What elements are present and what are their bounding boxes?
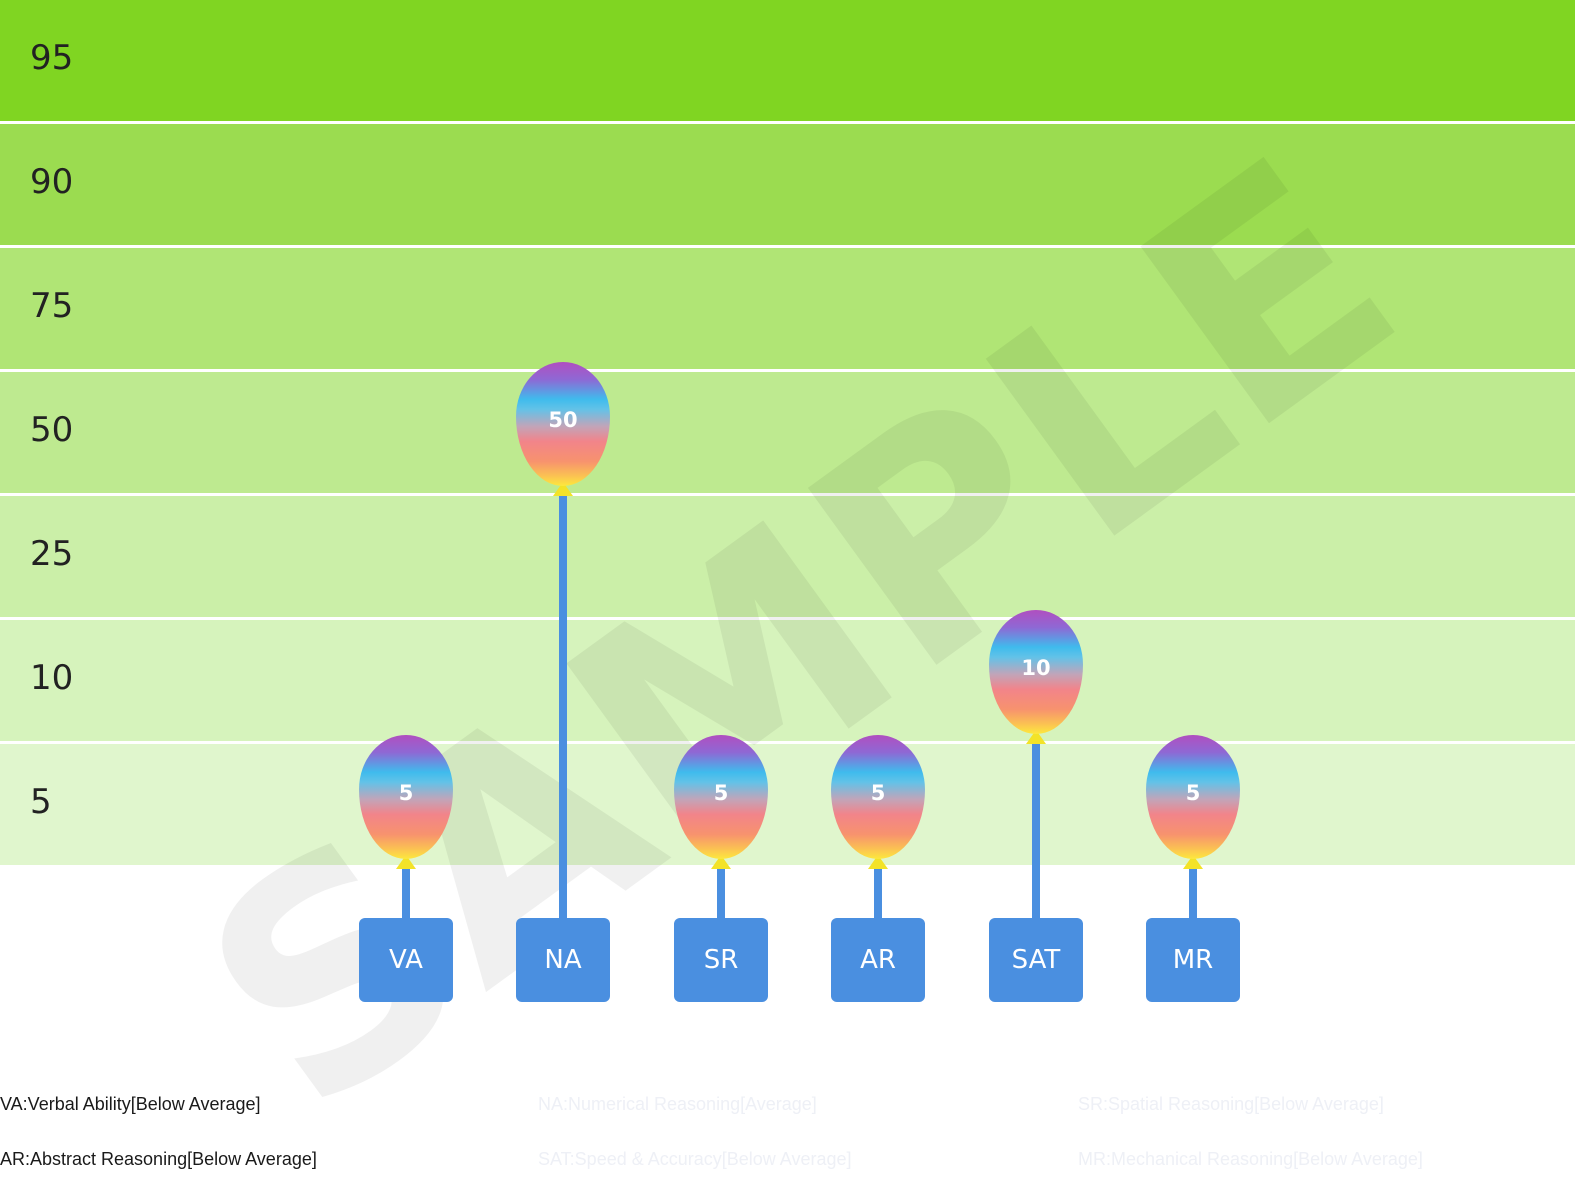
balloon-value: 50 (548, 408, 578, 432)
category-tag: SAT (989, 918, 1083, 1002)
legend-item: VA:Verbal Ability[Below Average] (0, 1094, 261, 1114)
balloon (831, 735, 925, 859)
category-tag: VA (359, 918, 453, 1002)
band-label: 95 (30, 38, 74, 78)
band-label: 5 (30, 782, 52, 822)
band-label: 75 (30, 286, 74, 326)
balloon-value: 5 (398, 781, 414, 805)
balloon (674, 735, 768, 859)
legend-item: AR:Abstract Reasoning[Below Average] (0, 1149, 317, 1169)
balloon-string (874, 867, 882, 918)
balloon (359, 735, 453, 859)
legend-item: NA:Numerical Reasoning[Average] (538, 1094, 817, 1114)
legend-item: MR:Mechanical Reasoning[Below Average] (1078, 1149, 1423, 1169)
band-label: 25 (30, 534, 74, 574)
balloon (989, 610, 1083, 734)
category-tag: MR (1146, 918, 1240, 1002)
balloon (516, 362, 610, 486)
balloon (1146, 735, 1240, 859)
band-10: 10 (0, 620, 1575, 741)
category-tag: AR (831, 918, 925, 1002)
band-25: 25 (0, 496, 1575, 617)
balloon-item-sat: 10 SAT (989, 0, 1083, 1010)
band-label: 90 (30, 162, 74, 202)
category-tag: SR (674, 918, 768, 1002)
balloon-item-va: 5 VA (359, 0, 453, 1010)
balloon-value: 5 (870, 781, 886, 805)
balloon-string (1032, 742, 1040, 918)
category-tag: NA (516, 918, 610, 1002)
balloon-string (1189, 867, 1197, 918)
band-90: 90 (0, 124, 1575, 245)
balloon-string (402, 867, 410, 918)
legend-item: SAT:Speed & Accuracy[Below Average] (538, 1149, 852, 1169)
band-label: 10 (30, 658, 74, 698)
band-label: 50 (30, 410, 74, 450)
balloon-item-sr: 5 SR (674, 0, 768, 1010)
band-95: 95 (0, 0, 1575, 121)
balloon-value: 10 (1021, 656, 1051, 680)
balloon-string (717, 867, 725, 918)
legend: VA:Verbal Ability[Below Average] NA:Numer… (0, 1090, 1575, 1184)
balloon-string (559, 494, 567, 918)
band-50: 50 (0, 372, 1575, 493)
band-75: 75 (0, 248, 1575, 369)
band-5: 5 (0, 744, 1575, 865)
balloon-item-mr: 5 MR (1146, 0, 1240, 1010)
balloon-value: 5 (713, 781, 729, 805)
balloon-item-na: 50 NA (516, 0, 610, 1010)
balloon-value: 5 (1185, 781, 1201, 805)
legend-item: SR:Spatial Reasoning[Below Average] (1078, 1094, 1384, 1114)
balloon-item-ar: 5 AR (831, 0, 925, 1010)
percentile-bands: 95 90 75 50 25 10 5 (0, 0, 1575, 865)
